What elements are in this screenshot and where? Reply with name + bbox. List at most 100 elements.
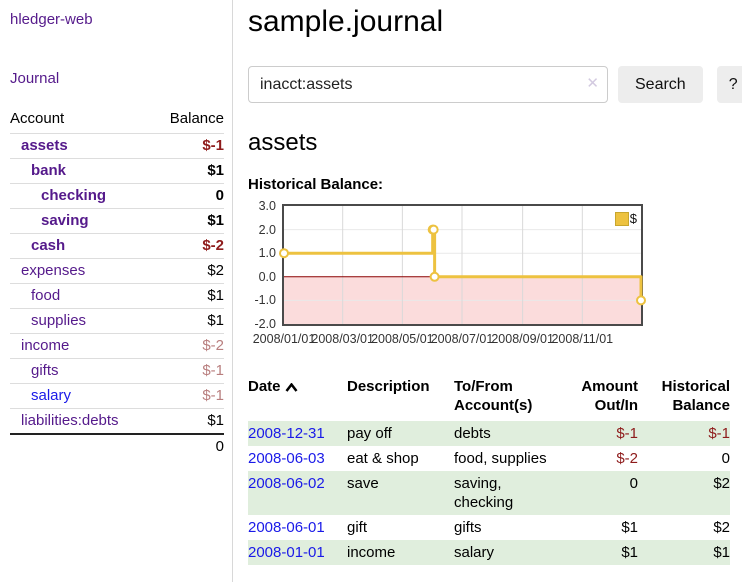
account-row: income $-2	[10, 333, 224, 359]
accounts-table: Account Balance assets $-1 bank $1 check…	[10, 109, 224, 459]
transaction-balance: $2	[713, 475, 730, 492]
transaction-amount: $1	[621, 544, 638, 561]
y-axis-tick-label: 2.0	[258, 222, 276, 237]
search-input[interactable]	[248, 66, 608, 103]
transaction-accounts: salary	[454, 544, 495, 561]
account-link-income[interactable]: income	[21, 337, 70, 354]
register-header-date-label: Date	[248, 378, 281, 395]
y-axis-tick-label: -1.0	[254, 293, 276, 308]
register-row: 2008-06-02 save saving, checking 0 $2	[248, 471, 730, 515]
help-button[interactable]: ?	[716, 66, 742, 103]
transaction-accounts: food, supplies	[454, 450, 547, 467]
chart-legend: $	[614, 211, 637, 226]
chart-title: Historical Balance:	[248, 176, 384, 193]
search-form: ✕ Search ?	[248, 66, 742, 103]
legend-label: $	[629, 211, 637, 226]
account-balance: $1	[152, 158, 224, 184]
chart-plot-area: $	[279, 204, 646, 326]
transaction-description: pay off	[347, 425, 392, 442]
accounts-total-row: 0	[10, 433, 224, 459]
x-axis-tick-label: 2008/05/01	[371, 332, 434, 346]
account-heading: assets	[248, 129, 318, 156]
transaction-amount: 0	[629, 475, 638, 492]
account-link-gifts[interactable]: gifts	[31, 362, 59, 379]
account-link-liabilities-debts[interactable]: liabilities:debts	[21, 412, 119, 429]
transaction-date-link[interactable]: 2008-06-01	[248, 519, 325, 536]
account-link-salary[interactable]: salary	[31, 387, 72, 404]
transaction-description: income	[347, 544, 396, 561]
transaction-description: gift	[347, 519, 368, 536]
account-balance: $1	[152, 308, 224, 334]
transaction-amount: $-1	[616, 425, 638, 442]
account-link-expenses[interactable]: expenses	[21, 262, 86, 279]
chart-svg	[279, 206, 646, 324]
account-balance: $-1	[152, 383, 224, 409]
sidebar-journal-link[interactable]: Journal	[10, 70, 60, 87]
transaction-date-link[interactable]: 2008-06-02	[248, 475, 325, 492]
account-row: saving $1	[10, 208, 224, 234]
account-row: liabilities:debts $1	[10, 408, 224, 434]
account-balance: $1	[152, 283, 224, 309]
transaction-date-link[interactable]: 2008-12-31	[248, 425, 325, 442]
page-title: sample.journal	[248, 5, 444, 38]
sidebar: hledger-web Journal Account Balance asse…	[0, 0, 233, 582]
account-link-bank[interactable]: bank	[31, 162, 67, 179]
transaction-balance: $2	[713, 519, 730, 536]
account-link-assets[interactable]: assets	[21, 137, 68, 154]
register-header-row: Date Description To/From Account(s) Amou…	[248, 375, 730, 421]
x-axis-tick-label: 2008/03/01	[311, 332, 374, 346]
account-link-food[interactable]: food	[31, 287, 61, 304]
account-balance: $-1	[152, 358, 224, 384]
account-row: assets $-1	[10, 133, 224, 159]
register-row: 2008-06-03 eat & shop food, supplies $-2…	[248, 446, 730, 471]
y-axis-tick-label: 0.0	[258, 269, 276, 284]
transaction-balance: $-1	[708, 425, 730, 442]
account-row: food $1	[10, 283, 224, 309]
transaction-balance: $1	[713, 544, 730, 561]
search-button[interactable]: Search	[618, 66, 703, 103]
register-header-balance: Historical Balance	[661, 378, 730, 414]
account-row: checking 0	[10, 183, 224, 209]
accounts-header-account: Account	[10, 110, 65, 127]
account-link-checking[interactable]: checking	[41, 187, 107, 204]
balance-chart: 3.0 2.0 1.0 0.0 -1.0 -2.0 $ 2008/01/01 2008/03…	[248, 199, 738, 351]
transaction-date-link[interactable]: 2008-06-03	[248, 450, 325, 467]
x-axis-tick-label: 2008/11/01	[551, 332, 614, 346]
register-header-accounts: To/From Account(s)	[454, 378, 533, 414]
search-field-wrap: ✕	[248, 66, 608, 103]
transaction-description: eat & shop	[347, 450, 419, 467]
legend-swatch-icon	[614, 211, 629, 226]
account-balance: $1	[152, 208, 224, 234]
x-axis-tick-label: 2008/07/01	[430, 332, 494, 346]
account-balance: 0	[152, 183, 224, 209]
transaction-amount: $1	[621, 519, 638, 536]
sort-ascending-icon	[285, 382, 298, 392]
transaction-date-link[interactable]: 2008-01-01	[248, 544, 325, 561]
transaction-accounts: gifts	[454, 519, 482, 536]
clear-search-icon[interactable]: ✕	[586, 75, 599, 92]
y-axis-tick-label: 1.0	[258, 246, 276, 261]
transaction-balance: 0	[721, 450, 730, 467]
register-header-description: Description	[347, 378, 430, 395]
y-axis-tick-label: 3.0	[258, 199, 276, 213]
main-content: sample.journal ✕ Search ? assets Histori…	[233, 0, 742, 582]
transaction-accounts: saving, checking	[454, 475, 514, 511]
register-row: 2008-01-01 income salary $1 $1	[248, 540, 730, 565]
transaction-amount: $-2	[616, 450, 638, 467]
y-axis-tick-label: -2.0	[254, 317, 276, 331]
account-row: expenses $2	[10, 258, 224, 284]
accounts-total-balance: 0	[152, 433, 224, 459]
account-balance: $2	[152, 258, 224, 284]
account-link-supplies[interactable]: supplies	[31, 312, 87, 329]
transaction-accounts: debts	[454, 425, 491, 442]
register-row: 2008-06-01 gift gifts $1 $2	[248, 515, 730, 540]
account-row: supplies $1	[10, 308, 224, 334]
account-row: bank $1	[10, 158, 224, 184]
account-link-saving[interactable]: saving	[41, 212, 89, 229]
account-balance: $-1	[152, 133, 224, 159]
account-link-cash[interactable]: cash	[31, 237, 66, 254]
app-title-link[interactable]: hledger-web	[10, 11, 93, 28]
register-header-amount: Amount Out/In	[581, 378, 638, 414]
register-header-date[interactable]: Date	[248, 375, 347, 421]
